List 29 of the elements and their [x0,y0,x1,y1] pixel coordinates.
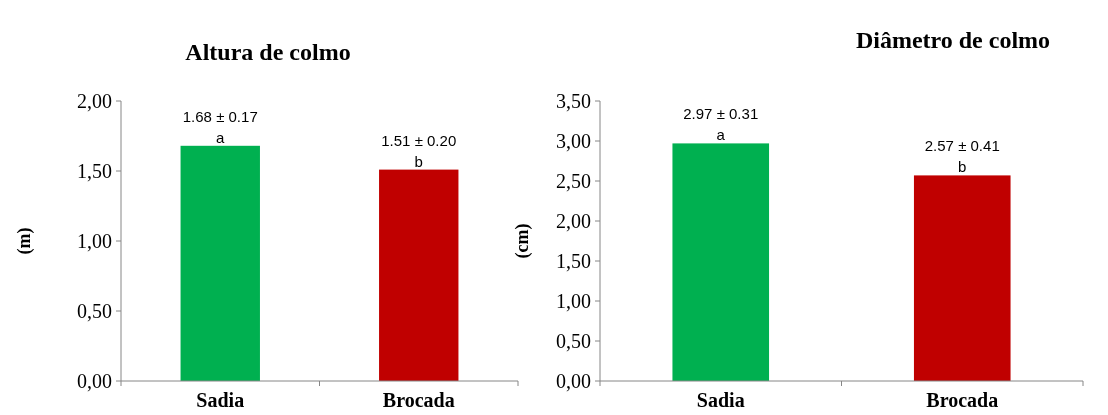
x-tick-label: Sadia [696,389,745,411]
chart-title: Diâmetro de colmo [855,27,1051,53]
annotation: b [414,152,423,170]
y-tick-label: 2,50 [556,170,591,192]
x-tick-label: Brocada [382,389,455,411]
y-tick-label: 2,00 [556,210,591,232]
y-tick-label: 1,00 [556,290,591,312]
y-tick-label: 1,50 [556,250,591,272]
data-label: 2.57 ± 0.41 [924,137,1000,155]
y-tick-label: 0,00 [77,370,112,392]
y-axis-title: (cm) [512,223,533,259]
annotation: b [958,158,967,176]
y-tick-label: 1,50 [77,160,112,182]
data-label: 1.51 ± 0.20 [381,131,457,149]
annotation: a [716,126,726,144]
y-tick-label: 1,00 [77,230,112,252]
x-tick-label: Sadia [196,389,245,411]
y-tick-label: 3,50 [556,90,591,112]
data-label: 2.97 ± 0.31 [683,105,759,123]
y-tick-label: 0,50 [556,330,591,352]
y-axis-title: (m) [14,227,35,255]
annotation: a [216,128,226,146]
x-tick-label: Brocada [926,389,999,411]
y-tick-label: 2,00 [77,90,112,112]
y-tick-label: 0,00 [556,370,591,392]
y-tick-label: 0,50 [77,300,112,322]
chart-title: Altura de colmo [185,39,351,65]
y-tick-label: 3,00 [556,130,591,152]
data-label: 1.68 ± 0.17 [182,107,258,125]
